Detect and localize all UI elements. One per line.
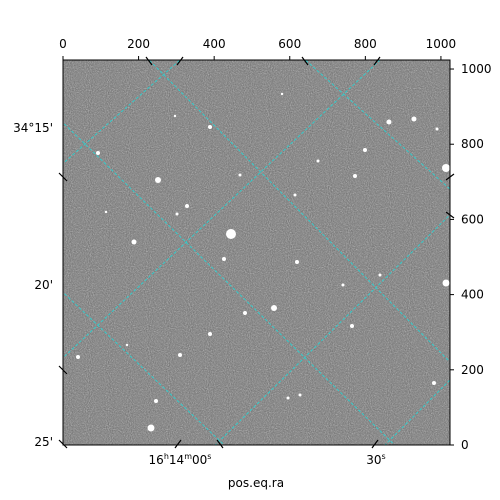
star: [147, 424, 155, 432]
star: [341, 283, 345, 287]
dec-tick-label: 34°15': [13, 121, 53, 135]
star: [442, 279, 450, 287]
dec-tick-label: 25': [34, 435, 53, 449]
star: [298, 393, 302, 397]
dec-tick-mark-right: [445, 173, 455, 219]
right-tick-label: 600: [461, 212, 484, 226]
right-tick-label: 1000: [461, 62, 492, 76]
ra-tick-label: 16h14m00s: [149, 452, 212, 467]
star: [363, 148, 367, 152]
image-area: [63, 60, 450, 445]
stars-layer: [76, 92, 450, 432]
top-tick-label: 0: [59, 37, 67, 51]
star: [208, 125, 212, 129]
ra-axis: 16h14m00s 30s pos.eq.ra: [149, 439, 386, 490]
star: [155, 177, 161, 183]
star: [185, 204, 189, 208]
dec-tick-mark: [58, 439, 68, 449]
star: [154, 399, 158, 403]
right-tick-label: 200: [461, 363, 484, 377]
star: [178, 353, 182, 357]
grid-line: [63, 291, 225, 445]
star: [316, 159, 320, 163]
star: [353, 174, 357, 178]
star: [432, 381, 436, 385]
star: [435, 127, 439, 131]
star: [226, 229, 236, 239]
star: [411, 116, 417, 122]
plot-frame: [62, 59, 451, 446]
right-pixel-axis: 0 200 400 600 800 1000: [450, 62, 492, 452]
coordinate-grid: [63, 60, 450, 445]
star: [386, 119, 392, 125]
top-tick-label: 400: [203, 37, 226, 51]
x-axis-label: pos.eq.ra: [228, 476, 284, 490]
star: [442, 164, 450, 172]
star: [175, 212, 179, 216]
star: [295, 260, 299, 264]
right-tick-label: 400: [461, 288, 484, 302]
top-pixel-axis: 0 200 400 600 800 1000: [59, 37, 456, 60]
star: [104, 210, 108, 214]
grid-line: [63, 60, 381, 359]
right-tick-label: 800: [461, 137, 484, 151]
ra-tick-mark: [174, 439, 379, 449]
star: [173, 114, 177, 118]
top-tick-label: 200: [127, 37, 150, 51]
star: [131, 239, 137, 245]
star: [280, 92, 284, 96]
star: [76, 355, 80, 359]
star: [125, 343, 129, 347]
grid-line: [148, 60, 450, 363]
dec-tick-mark: [58, 172, 68, 375]
dec-axis: 34°15' 20' 25': [13, 121, 68, 449]
dec-tick-label: 20': [34, 278, 53, 292]
grid-line: [63, 121, 396, 445]
star: [208, 332, 212, 336]
star: [378, 273, 382, 277]
star: [222, 257, 226, 261]
top-tick-label: 800: [354, 37, 377, 51]
grid-line: [384, 379, 450, 445]
grid-line: [63, 60, 181, 165]
ra-tick-label: 30s: [366, 452, 385, 467]
star: [243, 311, 247, 315]
star: [96, 151, 100, 155]
star: [350, 324, 354, 328]
grid-line: [304, 60, 450, 190]
right-tick-label: 0: [461, 438, 469, 452]
grid-line: [214, 214, 450, 445]
ra-tick-mark-top: [145, 56, 381, 66]
star: [238, 173, 242, 177]
star: [286, 396, 290, 400]
star: [293, 193, 297, 197]
top-tick-label: 1000: [426, 37, 457, 51]
top-tick-label: 600: [278, 37, 301, 51]
star: [271, 305, 277, 311]
